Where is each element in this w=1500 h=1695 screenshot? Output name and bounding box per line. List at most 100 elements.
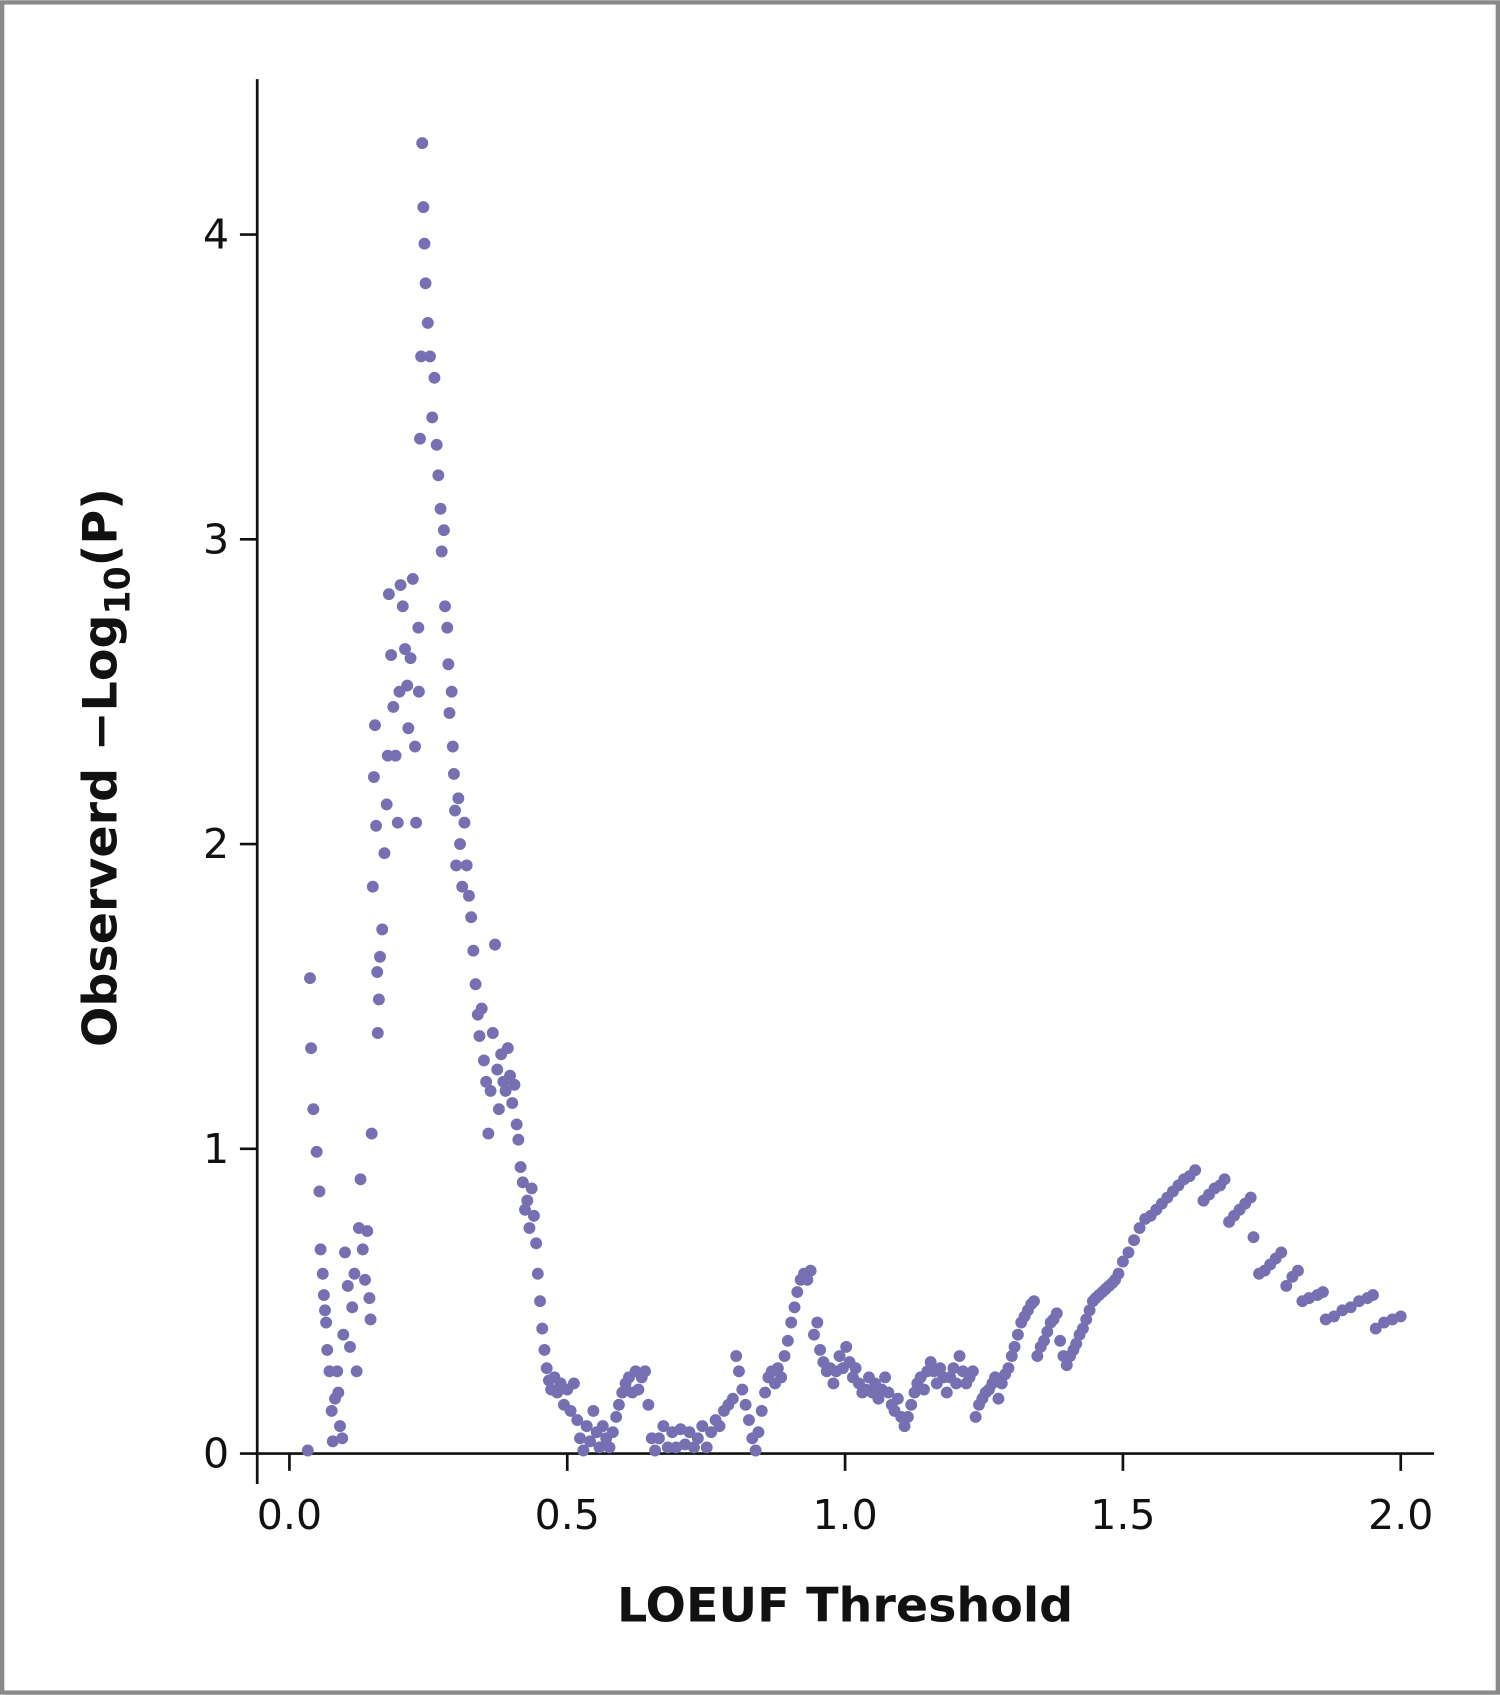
point	[587, 1404, 600, 1417]
point	[499, 1084, 512, 1097]
point	[947, 1362, 960, 1375]
point	[414, 432, 426, 445]
point	[484, 1084, 497, 1097]
point	[610, 1411, 623, 1423]
point	[416, 137, 429, 150]
point	[574, 1432, 586, 1445]
point	[519, 1203, 531, 1216]
point	[426, 411, 439, 424]
point	[410, 816, 423, 829]
point	[326, 1435, 339, 1448]
point	[428, 371, 441, 384]
point	[1218, 1173, 1231, 1186]
point	[418, 237, 431, 250]
point	[540, 1362, 553, 1375]
point	[1083, 1304, 1096, 1317]
point	[523, 1222, 536, 1234]
point	[339, 1246, 351, 1259]
point	[882, 1386, 895, 1399]
point	[376, 923, 389, 936]
point	[1076, 1322, 1089, 1335]
point	[516, 1176, 529, 1189]
point	[924, 1356, 937, 1369]
point	[969, 1411, 982, 1423]
point	[437, 524, 450, 537]
y-axis-title-text: Observerd −Log	[74, 614, 129, 1047]
point	[344, 1340, 356, 1353]
point	[491, 1063, 504, 1076]
point	[454, 838, 466, 850]
point	[424, 350, 436, 363]
x-tick-label: 1.5	[1090, 1491, 1155, 1539]
point	[304, 972, 316, 985]
point	[696, 1420, 709, 1433]
point	[606, 1426, 619, 1439]
point	[1317, 1286, 1329, 1298]
point	[334, 1420, 346, 1433]
point	[849, 1362, 862, 1375]
point	[419, 277, 432, 290]
point	[1275, 1246, 1288, 1259]
point	[759, 1386, 772, 1399]
point	[469, 978, 482, 991]
point	[445, 685, 458, 698]
point	[356, 1243, 369, 1256]
point	[450, 859, 463, 872]
point	[336, 1432, 349, 1445]
point	[341, 1279, 354, 1292]
point	[791, 1286, 804, 1298]
point	[1112, 1267, 1125, 1280]
point	[781, 1334, 794, 1347]
point	[458, 816, 471, 829]
point	[442, 658, 455, 671]
point	[749, 1444, 762, 1457]
point	[443, 707, 456, 719]
point	[447, 768, 460, 780]
x-axis-title: LOEUF Threshold	[617, 1578, 1073, 1633]
point	[434, 502, 447, 515]
point	[1080, 1313, 1093, 1326]
point	[409, 740, 421, 753]
point	[321, 1343, 334, 1356]
point	[504, 1069, 516, 1082]
y-tick-label: 1	[203, 1125, 229, 1173]
point	[580, 1420, 593, 1433]
point	[514, 1161, 527, 1174]
point	[584, 1435, 596, 1448]
point	[1344, 1301, 1357, 1314]
point	[506, 1097, 519, 1110]
point	[827, 1377, 840, 1390]
point	[417, 201, 430, 214]
point	[449, 804, 461, 817]
x-tick-label: 2.0	[1368, 1491, 1433, 1539]
point	[441, 621, 454, 634]
point	[430, 438, 443, 451]
point	[905, 1398, 918, 1411]
point	[530, 1237, 543, 1250]
point	[953, 1350, 966, 1362]
point	[642, 1398, 655, 1411]
x-tick-label: 0.0	[257, 1491, 322, 1539]
point	[567, 1377, 580, 1390]
point	[527, 1209, 540, 1222]
point	[412, 621, 425, 634]
point	[616, 1386, 629, 1399]
y-axis-title: Observerd −Log10(P)	[74, 488, 139, 1047]
point	[940, 1386, 953, 1399]
x-tick-label: 0.5	[535, 1491, 600, 1539]
y-tick-label: 3	[203, 515, 229, 563]
point	[319, 1304, 331, 1317]
point	[401, 679, 414, 692]
point	[385, 649, 398, 662]
point	[688, 1441, 700, 1454]
point	[354, 1173, 367, 1186]
point	[363, 1292, 376, 1305]
point	[366, 880, 379, 893]
y-axis-title-sub: 10	[99, 566, 139, 614]
point	[359, 1273, 371, 1286]
point	[918, 1383, 930, 1396]
point	[492, 1103, 505, 1116]
point	[389, 749, 402, 762]
point	[371, 1027, 384, 1039]
point	[307, 1103, 320, 1116]
